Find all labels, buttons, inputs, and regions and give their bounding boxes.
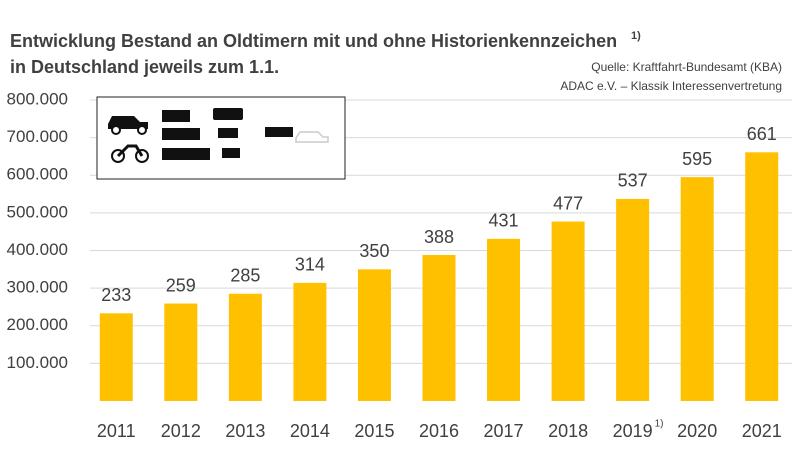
- bar: [616, 198, 650, 401]
- data-label: 388: [424, 227, 454, 247]
- data-label: 477: [553, 193, 583, 213]
- x-tick-label: 2015: [354, 421, 394, 441]
- data-label: 350: [359, 241, 389, 261]
- data-label: 233: [101, 285, 131, 305]
- title-footnote: 1): [631, 30, 641, 42]
- bar: [99, 313, 133, 401]
- bar: [228, 293, 262, 401]
- y-tick-label: 100.000: [7, 353, 68, 372]
- truck-icon: [162, 110, 190, 122]
- y-tick-label: 300.000: [7, 278, 68, 297]
- y-tick-label: 700.000: [7, 127, 68, 146]
- y-tick-label: 200.000: [7, 315, 68, 334]
- x-tick-label: 2016: [419, 421, 459, 441]
- bar: [680, 177, 714, 401]
- chart-title: in Deutschland jeweils zum 1.1.: [10, 57, 279, 77]
- tractor-icon: [218, 128, 238, 138]
- bar: [422, 255, 456, 401]
- data-label: 314: [295, 255, 325, 275]
- truck-icon: [162, 148, 210, 160]
- category-footnote: 1): [655, 419, 664, 430]
- x-tick-label: 2012: [161, 421, 201, 441]
- bar: [357, 269, 391, 401]
- data-label: 537: [618, 171, 648, 191]
- x-tick-label: 2020: [677, 421, 717, 441]
- source: Quelle: Kraftfahrt-Bundesamt (KBA): [591, 60, 782, 74]
- data-label: 661: [747, 124, 777, 144]
- bar: [487, 238, 521, 401]
- truck-icon: [162, 128, 200, 140]
- trailer-icon: [265, 127, 293, 137]
- y-tick-label: 600.000: [7, 165, 68, 184]
- x-tick-label: 2014: [290, 421, 330, 441]
- data-label: 595: [682, 149, 712, 169]
- tractor-icon: [222, 148, 240, 158]
- bar: [293, 282, 327, 401]
- bar: [551, 221, 585, 401]
- bar: [164, 303, 198, 401]
- data-label: 285: [230, 266, 260, 286]
- legend-box: [96, 96, 346, 180]
- motorcycle-icon: [111, 149, 125, 163]
- x-tick-label: 2013: [225, 421, 265, 441]
- x-tick-label: 2019: [613, 421, 653, 441]
- chart-title: Entwicklung Bestand an Oldtimern mit und…: [10, 31, 617, 51]
- x-tick-label: 2017: [484, 421, 524, 441]
- source: ADAC e.V. – Klassik Interessenvertretung: [560, 79, 782, 93]
- bus-icon: [213, 108, 243, 120]
- plot-area: 100.000 200.000 300.000 400.000 500.000 600.0…: [7, 89, 792, 441]
- data-label: 259: [166, 275, 196, 295]
- data-label: 431: [489, 211, 519, 231]
- x-tick-label: 2011: [97, 421, 136, 441]
- x-tick-label: 2021: [742, 421, 782, 441]
- y-tick-label: 800.000: [7, 89, 68, 108]
- bar: [745, 152, 779, 401]
- y-tick-label: 400.000: [7, 240, 68, 259]
- y-tick-label: 500.000: [7, 202, 68, 221]
- car-outline-icon: [295, 131, 329, 143]
- x-tick-label: 2018: [548, 421, 588, 441]
